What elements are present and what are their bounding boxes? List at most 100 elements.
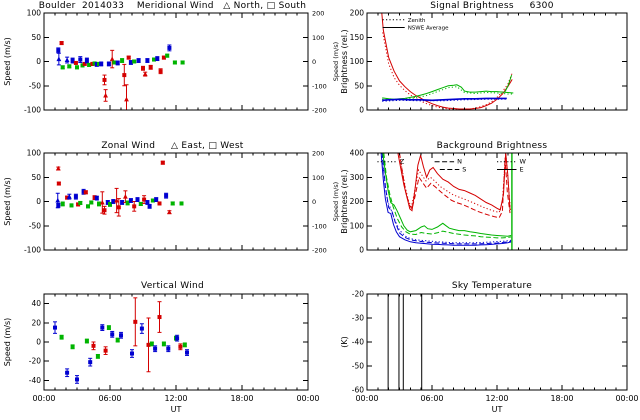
data-point: [157, 201, 162, 206]
data-point: [152, 57, 156, 62]
series-line: [399, 153, 511, 219]
y-tick-label: 50: [31, 33, 41, 42]
data-point: [56, 181, 61, 186]
data-point: [70, 58, 75, 63]
data-point: [76, 202, 81, 207]
data-point: [141, 66, 145, 71]
legend-label: NSWE Average: [408, 26, 449, 32]
y-tick-label: 150: [350, 33, 365, 42]
data-point: [154, 197, 159, 202]
y-tick-label: -40: [29, 376, 41, 385]
plot-data: [381, 13, 514, 110]
y-axis-label: Brightness (rel.): [340, 169, 349, 233]
panel-title-vertical-wind: Vertical Wind: [140, 281, 205, 291]
data-point: [161, 55, 166, 60]
data-point: [65, 195, 70, 200]
data-point: [70, 344, 75, 349]
data-point: [83, 190, 88, 195]
data-point: [82, 61, 87, 66]
y-tick-label: -50: [352, 362, 364, 371]
data-point: [69, 203, 74, 208]
data-point: [105, 200, 110, 205]
data-point: [128, 60, 133, 65]
series-line: [381, 153, 512, 244]
data-point: [87, 62, 92, 67]
data-point: [174, 336, 178, 341]
x-tick-label: 06:00: [420, 394, 443, 403]
y-tick-label: -50: [29, 221, 41, 230]
data-point: [97, 201, 101, 206]
data-point: [119, 333, 123, 338]
data-point: [114, 197, 119, 203]
x-tick-label: 18:00: [550, 394, 573, 403]
data-point: [91, 343, 96, 348]
x-tick-label: 00:00: [355, 394, 378, 403]
right-y-tick-label: -200: [312, 247, 327, 255]
right-y-tick-label: 0: [312, 198, 316, 206]
data-point: [60, 65, 65, 70]
series-line: [504, 74, 513, 92]
data-point: [108, 202, 112, 207]
data-point: [95, 354, 100, 359]
data-point: [106, 325, 111, 330]
data-point: [86, 204, 90, 209]
legend-label: S: [462, 165, 466, 173]
right-y-tick-label: 0: [312, 58, 316, 66]
data-point: [112, 60, 117, 65]
data-point: [122, 73, 127, 78]
data-point: [124, 96, 129, 102]
legend-label: N: [457, 158, 462, 166]
plot-data: [56, 41, 185, 110]
data-point: [125, 200, 130, 205]
y-tick-label: 0: [359, 246, 364, 255]
data-point: [132, 204, 137, 209]
data-point: [130, 351, 134, 356]
y-tick-label: 50: [354, 81, 364, 90]
series-line: [382, 98, 507, 102]
data-point: [139, 326, 144, 331]
panel-title-background-brightness: Background Brightness: [436, 141, 548, 151]
data-point: [89, 200, 94, 205]
data-point: [161, 341, 166, 346]
y-tick-label: 100: [350, 57, 365, 66]
data-point: [120, 58, 125, 63]
data-point: [56, 56, 62, 62]
right-y-tick-label: -100: [312, 82, 327, 90]
data-point: [103, 348, 108, 353]
data-point: [59, 41, 64, 46]
data-point: [126, 55, 131, 60]
data-point: [111, 199, 116, 204]
legend-label: W: [520, 158, 527, 166]
data-point: [81, 189, 86, 194]
series-line: [383, 153, 512, 239]
data-point: [136, 58, 141, 63]
y-tick-label: -30: [352, 314, 364, 323]
data-point: [123, 194, 128, 199]
data-point: [73, 194, 78, 199]
x-axis-label: UT: [171, 405, 182, 414]
series-line: [382, 86, 514, 101]
y-axis-label: (K): [340, 336, 349, 348]
data-point: [78, 200, 83, 205]
data-point: [92, 61, 97, 66]
data-point: [172, 60, 177, 65]
data-point: [109, 56, 115, 62]
y-tick-label: -50: [29, 81, 41, 90]
right-y-axis-label: Speed (m/s): [332, 182, 340, 221]
y-tick-label: 100: [350, 221, 365, 230]
data-point: [59, 335, 64, 340]
y-tick-label: 0: [36, 338, 41, 347]
axes: [366, 152, 628, 251]
y-axis-label: Speed (m/s): [3, 318, 12, 367]
right-y-tick-label: -200: [312, 107, 327, 115]
axes: [43, 12, 309, 111]
data-point: [66, 194, 72, 199]
data-point: [153, 346, 158, 351]
data-point: [75, 65, 79, 70]
axes: [43, 293, 309, 391]
data-point: [55, 165, 61, 171]
data-point: [99, 61, 104, 66]
y-tick-label: 50: [31, 173, 41, 182]
